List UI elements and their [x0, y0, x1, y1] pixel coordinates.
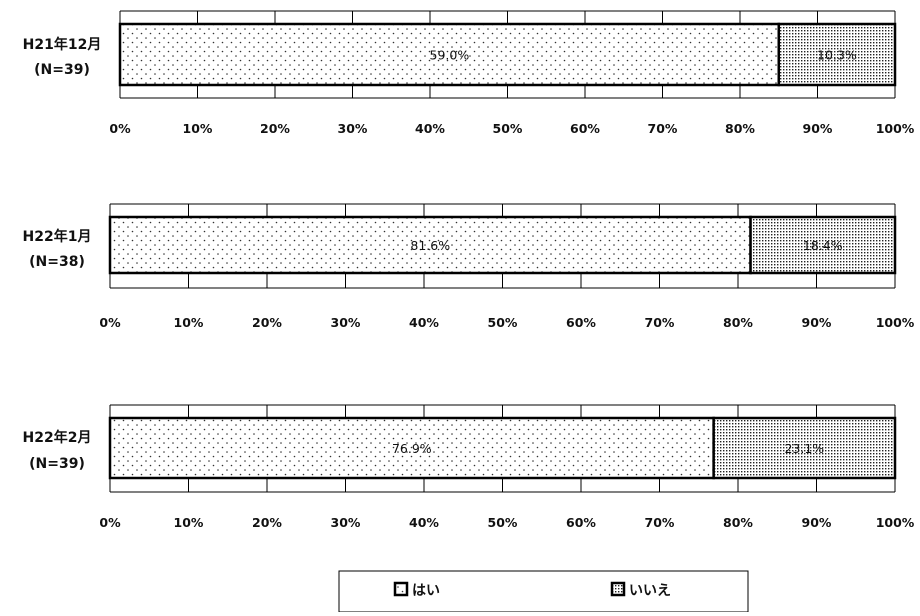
bar-segment-iie	[749, 215, 897, 275]
x-tick-label: 20%	[252, 315, 282, 330]
x-tick-label: 80%	[723, 315, 753, 330]
legend-label-iie: いいえ	[629, 583, 671, 599]
category-label-line1: H22年2月	[23, 429, 92, 446]
x-tick-label: 90%	[802, 315, 832, 330]
category-label-line2: (N=38)	[29, 254, 85, 270]
x-tick-label: 20%	[260, 121, 290, 136]
x-tick-label: 40%	[409, 315, 439, 330]
x-tick-label: 60%	[566, 315, 596, 330]
data-label: 59.0%	[430, 48, 470, 63]
bar-segment-iie	[777, 22, 897, 87]
data-label: 23.1%	[784, 441, 824, 456]
x-tick-label: 70%	[645, 315, 675, 330]
data-label: 18.4%	[803, 238, 843, 253]
x-tick-label: 30%	[338, 121, 368, 136]
x-tick-label: 50%	[488, 315, 518, 330]
x-tick-label: 10%	[183, 121, 213, 136]
x-tick-label: 70%	[645, 515, 675, 530]
x-tick-label: 10%	[174, 315, 204, 330]
x-tick-label: 20%	[252, 515, 282, 530]
x-tick-label: 90%	[803, 121, 833, 136]
bar-segment-hai	[118, 22, 780, 87]
chart-2: 0% 10% 20% 30% 40% 50% 60% 70% 80% 90% 100% 81.6% 18…	[23, 203, 915, 330]
legend-swatch-hai	[393, 581, 409, 597]
category-label-line1: H22年1月	[23, 228, 92, 245]
category-label-line2: (N=39)	[34, 62, 90, 78]
x-tick-label: 30%	[331, 315, 361, 330]
category-label-line1: H21年12月	[23, 36, 102, 53]
bar-segment-iie	[712, 416, 897, 480]
x-tick-label: 100%	[876, 515, 915, 530]
x-tick-label: 0%	[99, 515, 121, 530]
x-tick-label: 80%	[725, 121, 755, 136]
data-label: 10.3%	[817, 48, 857, 63]
x-tick-label: 0%	[109, 121, 131, 136]
x-tick-label: 70%	[648, 121, 678, 136]
data-label: 81.6%	[410, 238, 450, 253]
legend-swatch-iie	[610, 581, 626, 597]
x-tick-label: 0%	[99, 315, 121, 330]
legend-label-hai: はい	[412, 583, 440, 599]
x-tick-label: 40%	[415, 121, 445, 136]
x-tick-label: 90%	[802, 515, 832, 530]
x-tick-label: 50%	[488, 515, 518, 530]
x-tick-label: 60%	[570, 121, 600, 136]
x-tick-label: 100%	[876, 121, 915, 136]
x-tick-label: 60%	[566, 515, 596, 530]
x-tick-label: 40%	[409, 515, 439, 530]
x-tick-label: 80%	[723, 515, 753, 530]
bar-segment-hai	[108, 416, 715, 480]
category-label-line2: (N=39)	[29, 456, 85, 472]
x-tick-label: 50%	[493, 121, 523, 136]
x-tick-label: 100%	[876, 315, 915, 330]
x-tick-label: 10%	[174, 515, 204, 530]
legend: はい いいえ	[338, 570, 749, 613]
data-label: 76.9%	[392, 441, 432, 456]
chart-1: 0% 10% 20% 30% 40% 50% 60% 70% 80% 90% 100% 59.0% 10…	[23, 10, 915, 136]
chart-3: 0% 10% 20% 30% 40% 50% 60% 70% 80% 90% 100% 76.9% 23…	[23, 404, 915, 530]
x-tick-label: 30%	[331, 515, 361, 530]
